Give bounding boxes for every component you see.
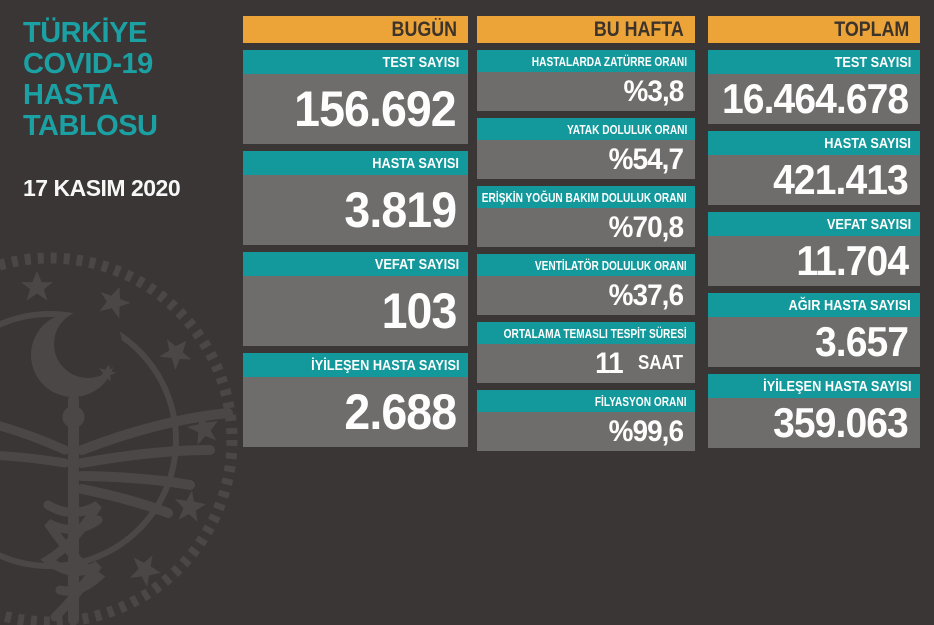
stat-card-bugun-test-sayisi: TEST SAYISI 156.692	[243, 50, 468, 144]
stat-label: VEFAT SAYISI	[374, 255, 459, 273]
stat-label: VENTİLATÖR DOLULUK ORANI	[535, 257, 687, 273]
stat-label: İYİLEŞEN HASTA SAYISI	[310, 356, 459, 374]
stat-value: 421.413	[773, 156, 909, 203]
health-ministry-emblem-icon	[0, 252, 238, 625]
emblem-stars	[21, 271, 218, 587]
page-title-line-3: HASTA	[23, 79, 119, 111]
stat-card-zaturre-orani: HASTALARDA ZATÜRRE ORANI %3,8	[477, 50, 695, 111]
stat-value: %3,8	[623, 74, 684, 108]
page-title-line-2: COVID-19	[23, 48, 153, 80]
sidebar: TÜRKİYE COVID-19 HASTA TABLOSU 17 KASIM …	[23, 17, 181, 202]
stat-label: HASTA SAYISI	[372, 154, 459, 172]
stat-label: TEST SAYISI	[834, 53, 911, 71]
column-bu-hafta: BU HAFTA HASTALARDA ZATÜRRE ORANI %3,8 Y…	[477, 16, 695, 451]
stat-label: VEFAT SAYISI	[826, 215, 911, 233]
stat-value: 156.692	[294, 81, 457, 137]
stat-label: ERİŞKİN YOĞUN BAKIM DOLULUK ORANI	[482, 189, 687, 205]
column-header-label: BU HAFTA	[594, 17, 684, 41]
stat-card-yogun-bakim-doluluk-orani: ERİŞKİN YOĞUN BAKIM DOLULUK ORANI %70,8	[477, 186, 695, 247]
stat-card-filyasyon-orani: FİLYASYON ORANI %99,6	[477, 390, 695, 451]
stat-label: HASTALARDA ZATÜRRE ORANI	[531, 53, 687, 69]
stat-value: %54,7	[608, 142, 684, 176]
column-header-toplam: TOPLAM	[708, 16, 920, 43]
stat-unit: SAAT	[637, 352, 683, 374]
column-header-label: TOPLAM	[833, 17, 909, 41]
page-title-line-4: TABLOSU	[23, 110, 158, 142]
stat-label: YATAK DOLULUK ORANI	[566, 121, 687, 137]
stat-value: 103	[381, 283, 457, 339]
stat-label: ORTALAMA TEMASLI TESPİT SÜRESİ	[503, 325, 687, 341]
stat-label: AĞIR HASTA SAYISI	[788, 296, 911, 314]
stat-board: BUGÜN TEST SAYISI 156.692 HASTA SAYISI 3…	[243, 16, 920, 451]
stat-value: %70,8	[608, 210, 684, 244]
stat-value: 3.657	[814, 318, 909, 365]
stat-value: 11	[595, 346, 624, 380]
column-toplam: TOPLAM TEST SAYISI 16.464.678 HASTA SAYI…	[708, 16, 920, 451]
column-bugun: BUGÜN TEST SAYISI 156.692 HASTA SAYISI 3…	[243, 16, 468, 451]
stat-card-agir-hasta-sayisi: AĞIR HASTA SAYISI 3.657	[708, 293, 920, 367]
column-header-label: BUGÜN	[391, 17, 457, 41]
page-title-line-1: TÜRKİYE	[23, 17, 147, 49]
stat-card-toplam-iyilesen-hasta-sayisi: İYİLEŞEN HASTA SAYISI 359.063	[708, 374, 920, 448]
column-header-bugun: BUGÜN	[243, 16, 468, 43]
stat-card-yatak-doluluk-orani: YATAK DOLULUK ORANI %54,7	[477, 118, 695, 179]
stat-value: %99,6	[608, 414, 684, 448]
stat-value: 3.819	[344, 182, 457, 238]
stat-card-temasli-tespit-suresi: ORTALAMA TEMASLI TESPİT SÜRESİ 11 SAAT	[477, 322, 695, 383]
stat-label: FİLYASYON ORANI	[595, 393, 687, 409]
covid-dashboard: { "page": { "background": "#3a3636", "ac…	[0, 16, 920, 625]
report-date: 17 KASIM 2020	[23, 175, 181, 201]
stat-value: 359.063	[773, 399, 909, 446]
emblem-caduceus	[0, 310, 233, 625]
stat-value: 16.464.678	[721, 75, 909, 122]
stat-value: 2.688	[344, 384, 457, 440]
stat-label: HASTA SAYISI	[824, 134, 911, 152]
stat-card-bugun-vefat-sayisi: VEFAT SAYISI 103	[243, 252, 468, 346]
stat-label: TEST SAYISI	[382, 53, 459, 71]
stat-value: %37,6	[608, 278, 684, 312]
stat-card-toplam-hasta-sayisi: HASTA SAYISI 421.413	[708, 131, 920, 205]
stat-label: İYİLEŞEN HASTA SAYISI	[762, 377, 911, 395]
stat-card-ventilator-doluluk-orani: VENTİLATÖR DOLULUK ORANI %37,6	[477, 254, 695, 315]
stat-value: 11.704	[796, 237, 909, 284]
stat-card-bugun-iyilesen-hasta-sayisi: İYİLEŞEN HASTA SAYISI 2.688	[243, 353, 468, 447]
stat-card-toplam-test-sayisi: TEST SAYISI 16.464.678	[708, 50, 920, 124]
stat-card-toplam-vefat-sayisi: VEFAT SAYISI 11.704	[708, 212, 920, 286]
stat-card-bugun-hasta-sayisi: HASTA SAYISI 3.819	[243, 151, 468, 245]
column-header-bu-hafta: BU HAFTA	[477, 16, 695, 43]
